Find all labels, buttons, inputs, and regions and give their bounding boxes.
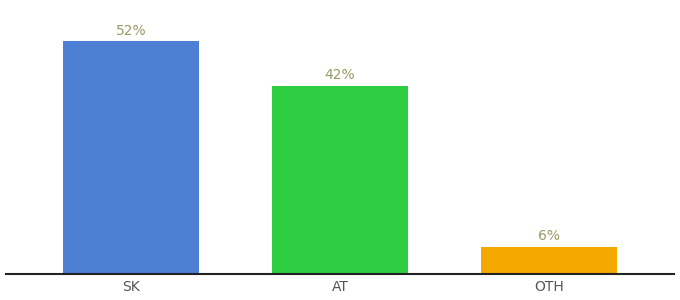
Bar <box>481 247 617 274</box>
Bar <box>272 86 408 274</box>
Text: 52%: 52% <box>116 24 146 38</box>
Bar <box>63 41 199 274</box>
Text: 42%: 42% <box>324 68 356 83</box>
Text: 6%: 6% <box>538 229 560 243</box>
